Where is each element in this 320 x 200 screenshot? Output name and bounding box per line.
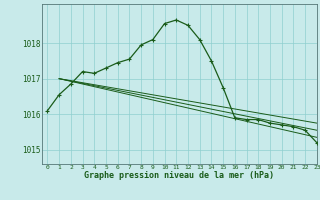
X-axis label: Graphe pression niveau de la mer (hPa): Graphe pression niveau de la mer (hPa) (84, 171, 274, 180)
